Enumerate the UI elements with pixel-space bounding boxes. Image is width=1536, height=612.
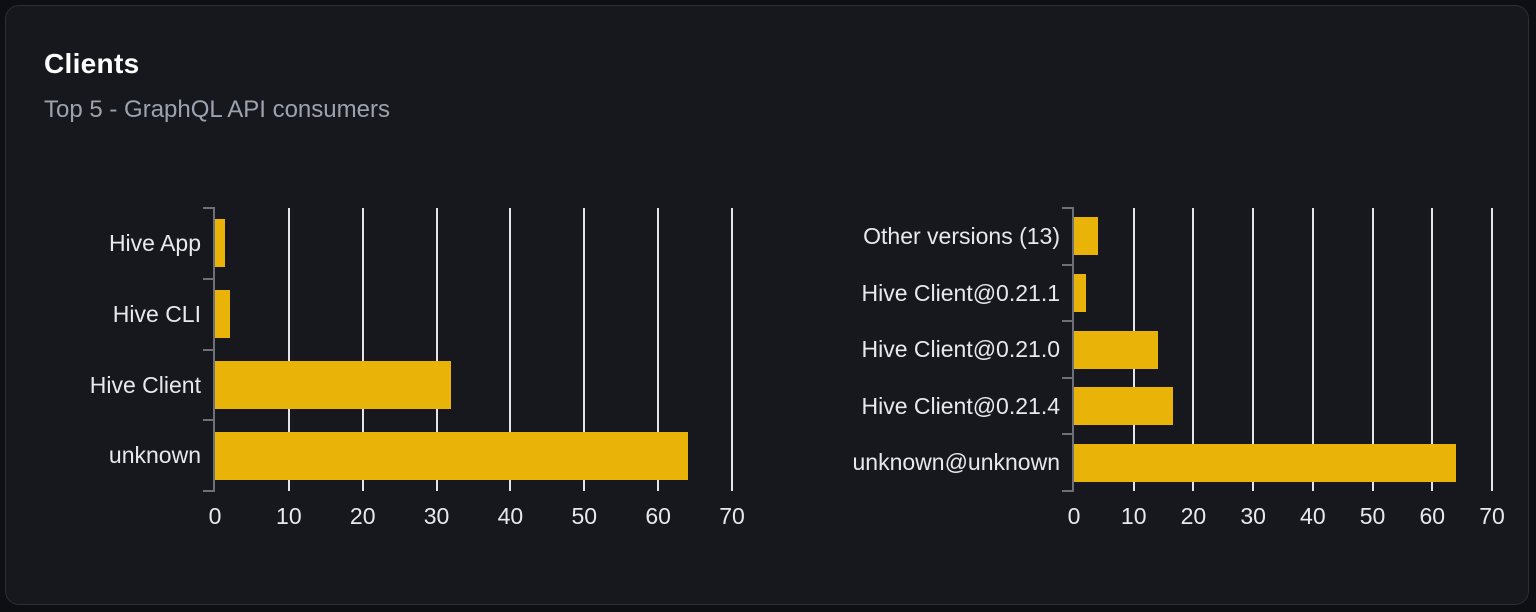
category-label: Hive Client@0.21.4 xyxy=(861,392,1061,419)
x-tick-label: 0 xyxy=(208,503,222,529)
category-label: Hive Client xyxy=(89,371,201,398)
gridline xyxy=(509,208,512,491)
y-axis-tick xyxy=(1062,490,1074,492)
x-tick-label: 30 xyxy=(1240,503,1266,529)
category-label: Hive CLI xyxy=(112,300,201,327)
y-axis-tick xyxy=(203,207,215,209)
bar-hive-client-0-21-0 xyxy=(1074,330,1158,369)
clients-bar-chart: 0 10 20 30 40 50 60 70 Hive App Hive CLI Hive Clie… xyxy=(90,207,745,529)
y-axis-tick xyxy=(203,278,215,280)
bar-unknown-unknown xyxy=(1074,443,1457,482)
y-axis-tick xyxy=(203,419,215,421)
category-label: Hive Client@0.21.1 xyxy=(861,279,1061,306)
category-label: Hive Client@0.21.0 xyxy=(861,336,1061,363)
x-tick-label: 30 xyxy=(423,503,450,529)
y-axis-tick xyxy=(1062,264,1074,266)
gridline xyxy=(731,208,733,491)
category-label: Other versions (13) xyxy=(863,223,1060,249)
x-tick-label: 0 xyxy=(1067,503,1081,529)
gridline xyxy=(435,208,438,491)
x-tick-label: 40 xyxy=(1300,503,1326,529)
category-label: Hive App xyxy=(108,230,201,256)
category-label: unknown@unknown xyxy=(852,449,1060,476)
client-versions-bar-chart: 0 10 20 30 40 50 60 70 Other versions (13) Hive C… xyxy=(853,207,1505,529)
x-tick-label: 70 xyxy=(719,503,745,529)
x-tick-label: 10 xyxy=(276,503,302,529)
x-tick-label: 20 xyxy=(349,503,376,529)
bar-hive-client-0-21-1 xyxy=(1074,273,1086,312)
bar-hive-cli xyxy=(215,290,230,339)
x-tick-label: 40 xyxy=(497,503,524,529)
card-title: Clients xyxy=(44,48,140,79)
gridline xyxy=(1311,208,1314,491)
clients-card: Clients Top 5 - GraphQL API consumers 0 1… xyxy=(5,5,1529,605)
category-label: unknown xyxy=(108,442,201,469)
gridline xyxy=(1371,208,1374,491)
gridline xyxy=(361,208,364,491)
y-axis-tick xyxy=(203,490,215,492)
y-axis-line xyxy=(1072,208,1074,491)
y-axis-tick xyxy=(1062,320,1074,322)
bar-hive-app xyxy=(215,219,226,268)
bar-hive-client xyxy=(215,360,452,409)
bar-unknown xyxy=(215,431,688,480)
x-tick-label: 50 xyxy=(1359,503,1386,529)
x-tick-label: 60 xyxy=(645,503,671,529)
x-tick-label: 60 xyxy=(1419,503,1446,529)
x-tick-label: 50 xyxy=(571,503,598,529)
gridline xyxy=(287,208,290,491)
gridline xyxy=(1192,208,1195,491)
y-axis-tick xyxy=(203,349,215,351)
x-tick-label: 10 xyxy=(1120,503,1147,529)
gridline xyxy=(583,208,586,491)
gridline xyxy=(1431,208,1434,491)
y-axis-tick xyxy=(1062,207,1074,209)
bar-hive-client-0-21-4 xyxy=(1074,387,1173,426)
x-tick-label: 20 xyxy=(1180,503,1207,529)
x-tick-label: 70 xyxy=(1479,503,1505,529)
y-axis-tick xyxy=(1062,433,1074,435)
bar-other-versions-13 xyxy=(1074,217,1098,256)
gridline xyxy=(1252,208,1255,491)
gridline xyxy=(1491,208,1493,491)
y-axis-tick xyxy=(1062,377,1074,379)
card-subtitle: Top 5 - GraphQL API consumers xyxy=(44,96,390,123)
gridline xyxy=(657,208,660,491)
